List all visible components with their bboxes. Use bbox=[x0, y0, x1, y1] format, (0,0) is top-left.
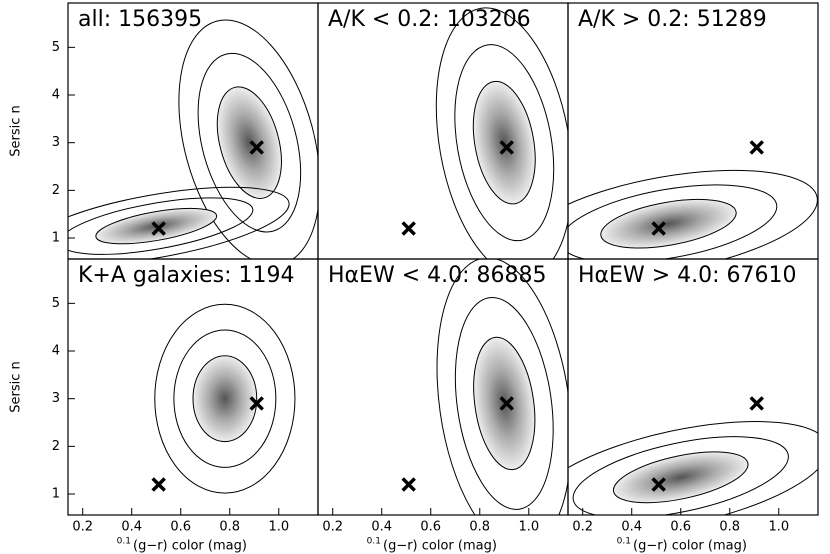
y-tick-label: 1 bbox=[52, 231, 60, 246]
y-tick-label: 5 bbox=[52, 40, 60, 55]
contour bbox=[454, 296, 554, 510]
plot-area bbox=[401, 259, 568, 515]
panel-title: A/K < 0.2: 103206 bbox=[328, 7, 531, 32]
cross-marker bbox=[499, 140, 514, 155]
x-tick-label: 0.4 bbox=[121, 520, 142, 535]
contour bbox=[178, 19, 318, 259]
x-tick-label: 0.4 bbox=[621, 520, 642, 535]
cross-marker bbox=[249, 140, 264, 155]
x-tick-label: 0.8 bbox=[719, 520, 740, 535]
panel: HαEW < 4.0: 86885 0.2 0.4 0.6 0.8 1.0 0.1 (g−r)… bbox=[317, 258, 569, 554]
contour bbox=[572, 436, 789, 515]
x-axis-label: (g−r) color (mag) bbox=[383, 539, 497, 554]
contour bbox=[216, 86, 282, 199]
panel: HαEW > 4.0: 67610 0.2 0.4 0.6 0.8 1.0 0.1 (g−r)… bbox=[567, 258, 819, 554]
y-tick-label: 3 bbox=[52, 135, 60, 150]
x-tick-label: 0.2 bbox=[572, 520, 593, 535]
plot-area bbox=[568, 396, 818, 515]
panel-title: HαEW < 4.0: 86885 bbox=[328, 263, 547, 288]
density bbox=[193, 355, 257, 442]
panel-title: A/K > 0.2: 51289 bbox=[578, 7, 767, 32]
contour bbox=[568, 421, 818, 515]
contour bbox=[473, 336, 536, 471]
cross-marker bbox=[651, 477, 666, 492]
y-tick-label: 5 bbox=[52, 296, 60, 311]
panel-frame bbox=[567, 258, 819, 516]
panel-frame bbox=[67, 258, 319, 516]
x-tick-label: 0.2 bbox=[72, 520, 93, 535]
cross-marker bbox=[401, 221, 416, 236]
contour bbox=[68, 197, 254, 255]
contour bbox=[173, 329, 277, 468]
density bbox=[613, 451, 749, 503]
x-tick-label: 0.4 bbox=[371, 520, 392, 535]
contour bbox=[192, 355, 258, 443]
x-axis-label-sup: 0.1 bbox=[117, 537, 131, 547]
cross-marker bbox=[499, 396, 514, 411]
y-tick-label: 4 bbox=[52, 88, 60, 103]
contour bbox=[68, 186, 290, 259]
density bbox=[217, 86, 282, 199]
cross-marker bbox=[249, 396, 264, 411]
plot-area bbox=[568, 140, 818, 259]
x-tick-label: 0.6 bbox=[670, 520, 691, 535]
y-axis-label: Sersic n bbox=[9, 361, 24, 413]
contour bbox=[600, 198, 737, 249]
cross-marker bbox=[749, 140, 764, 155]
x-tick-label: 0.8 bbox=[219, 520, 240, 535]
contour bbox=[568, 169, 818, 259]
contour bbox=[436, 259, 568, 515]
contour bbox=[95, 207, 218, 245]
cross-marker bbox=[151, 477, 166, 492]
x-tick-label: 0.6 bbox=[420, 520, 441, 535]
x-tick-label: 0.6 bbox=[170, 520, 191, 535]
plot-area bbox=[401, 7, 568, 259]
x-tick-label: 1.0 bbox=[518, 520, 539, 535]
y-tick-label: 3 bbox=[52, 391, 60, 406]
y-tick-label: 4 bbox=[52, 344, 60, 359]
x-tick-label: 1.0 bbox=[768, 520, 789, 535]
x-tick-label: 0.2 bbox=[322, 520, 343, 535]
panel-title: HαEW > 4.0: 67610 bbox=[578, 263, 797, 288]
contour bbox=[197, 52, 302, 233]
x-axis-label-sup: 0.1 bbox=[367, 537, 381, 547]
x-axis-label-sup: 0.1 bbox=[617, 537, 631, 547]
plot-area bbox=[151, 303, 296, 494]
panel: all: 156395 1 2 3 4 5 Sersic n bbox=[9, 2, 319, 260]
contour bbox=[612, 451, 749, 504]
contour bbox=[568, 184, 778, 259]
y-tick-label: 2 bbox=[52, 183, 60, 198]
contour bbox=[472, 80, 536, 205]
plot-area bbox=[68, 19, 318, 259]
y-tick-label: 2 bbox=[52, 439, 60, 454]
cross-marker bbox=[749, 396, 764, 411]
contour bbox=[154, 303, 296, 494]
cross-marker bbox=[651, 221, 666, 236]
contour bbox=[454, 44, 555, 242]
x-tick-label: 0.8 bbox=[469, 520, 490, 535]
cross-marker bbox=[401, 477, 416, 492]
density bbox=[600, 199, 737, 248]
y-tick-label: 1 bbox=[52, 487, 60, 502]
y-axis-label: Sersic n bbox=[9, 105, 24, 157]
cross-marker bbox=[151, 221, 166, 236]
x-axis-label: (g−r) color (mag) bbox=[133, 539, 247, 554]
panel: A/K < 0.2: 103206 bbox=[317, 2, 569, 260]
panel: K+A galaxies: 1194 1 2 3 4 5 0.2 0.4 0.6 0.8 1.0 Se… bbox=[9, 258, 319, 554]
panel-title: all: 156395 bbox=[78, 7, 202, 32]
panel-title: K+A galaxies: 1194 bbox=[78, 263, 294, 288]
panel: A/K > 0.2: 51289 bbox=[567, 2, 819, 260]
x-tick-label: 1.0 bbox=[268, 520, 289, 535]
x-axis-label: (g−r) color (mag) bbox=[633, 539, 747, 554]
